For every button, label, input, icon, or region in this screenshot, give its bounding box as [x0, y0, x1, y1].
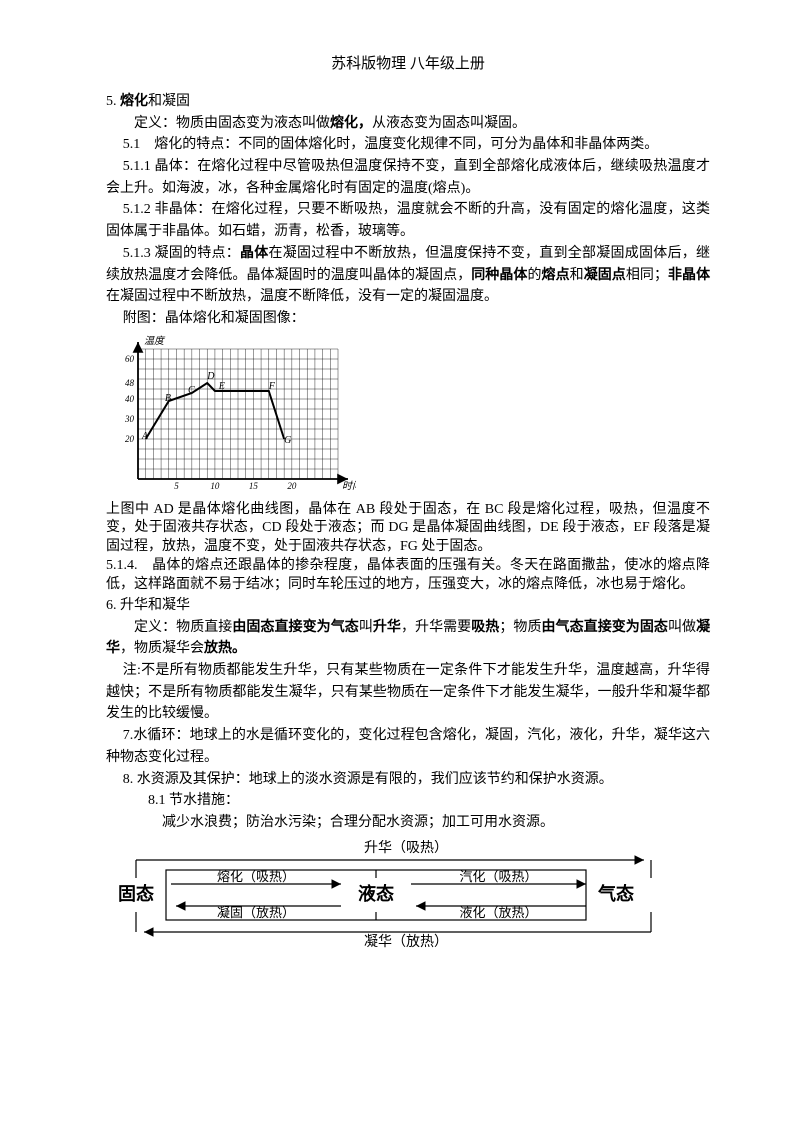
svg-text:温度: 温度 — [144, 335, 166, 347]
para-5-1-1: 5.1.1 晶体：在熔化过程中尽管吸热但温度保持不变，直到全部熔化成液体后，继续… — [106, 156, 710, 199]
section-5-heading: 5. 熔化和凝固 — [106, 91, 710, 113]
svg-text:固态: 固态 — [118, 883, 154, 904]
svg-text:10: 10 — [210, 481, 220, 491]
svg-text:30: 30 — [124, 414, 135, 424]
para-5-1-2: 5.1.2 非晶体：在熔化过程，只要不断吸热，温度就会不断的升高，没有固定的熔化… — [106, 199, 710, 242]
svg-text:凝华（放热）: 凝华（放热） — [364, 934, 448, 950]
svg-text:气态: 气态 — [597, 883, 634, 904]
para-def-sublimation: 定义：物质直接由固态直接变为气态叫升华，升华需要吸热；物质由气态直接变为固态叫做… — [106, 617, 710, 660]
svg-text:液态: 液态 — [358, 883, 394, 904]
phase-diagram: 升华（吸热） 凝华（放热） 固态 液态 气态 熔化（吸热） 凝固（放热） 汽化（吸热） 液化（放… — [106, 840, 706, 950]
svg-text:凝固（放热）: 凝固（放热） — [217, 905, 295, 920]
para-def-melting: 定义：物质由固态变为液态叫做熔化，从液态变为固态叫凝固。 — [106, 113, 710, 135]
svg-text:C: C — [188, 385, 195, 396]
page-title: 苏科版物理 八年级上册 — [106, 52, 710, 73]
svg-text:B: B — [165, 393, 171, 404]
page: 苏科版物理 八年级上册 5. 熔化和凝固 定义：物质由固态变为液态叫做熔化，从液… — [0, 0, 800, 1132]
svg-text:汽化（吸热）: 汽化（吸热） — [459, 869, 537, 884]
para-5-1: 5.1 熔化的特点：不同的固体熔化时，温度变化规律不同，可分为晶体和非晶体两类。 — [106, 134, 710, 156]
svg-text:60: 60 — [125, 354, 135, 364]
para-8: 8. 水资源及其保护：地球上的淡水资源是有限的，我们应该节约和保护水资源。 — [106, 769, 710, 791]
svg-text:48: 48 — [125, 378, 135, 388]
para-5-1-3: 5.1.3 凝固的特点：晶体在凝固过程中不断放热，但温度保持不变，直到全部凝固成… — [106, 243, 710, 308]
svg-text:液化（放热）: 液化（放热） — [459, 905, 537, 920]
melting-chart: 20 30 40 48 60 5 10 15 20 温度时间 A B CDE F G — [106, 334, 356, 494]
svg-text:时间: 时间 — [342, 480, 356, 492]
svg-text:40: 40 — [125, 394, 135, 404]
svg-text:G: G — [284, 435, 291, 446]
para-5-1-4: 5.1.4. 晶体的熔点还跟晶体的掺杂程度，晶体表面的压强有关。冬天在路面撒盐，… — [106, 557, 710, 595]
para-7: 7.水循环：地球上的水是循环变化的，变化过程包含熔化，凝固，汽化，液化，升华，凝… — [106, 725, 710, 768]
svg-text:熔化（吸热）: 熔化（吸热） — [217, 869, 295, 884]
para-figure-caption: 附图：晶体熔化和凝固图像： — [106, 308, 710, 330]
section-6-heading: 6. 升华和凝华 — [106, 595, 710, 617]
para-chart-explain: 上图中 AD 是晶体熔化曲线图，晶体在 AB 段处于固态，在 BC 段是熔化过程… — [106, 501, 710, 558]
svg-text:升华（吸热）: 升华（吸热） — [364, 840, 448, 856]
para-8-1: 8.1 节水措施： — [106, 790, 710, 812]
svg-text:5: 5 — [174, 481, 179, 491]
svg-text:15: 15 — [249, 481, 259, 491]
svg-text:D: D — [206, 371, 215, 382]
svg-text:F: F — [268, 381, 276, 392]
svg-text:20: 20 — [287, 481, 297, 491]
svg-text:E: E — [218, 381, 225, 392]
para-8-1-items: 减少水浪费；防治水污染；合理分配水资源；加工可用水资源。 — [106, 812, 710, 834]
para-note: 注:不是所有物质都能发生升华，只有某些物质在一定条件下才能发生升华，温度越高，升… — [106, 660, 710, 725]
svg-text:A: A — [141, 431, 149, 442]
svg-text:20: 20 — [125, 434, 135, 444]
